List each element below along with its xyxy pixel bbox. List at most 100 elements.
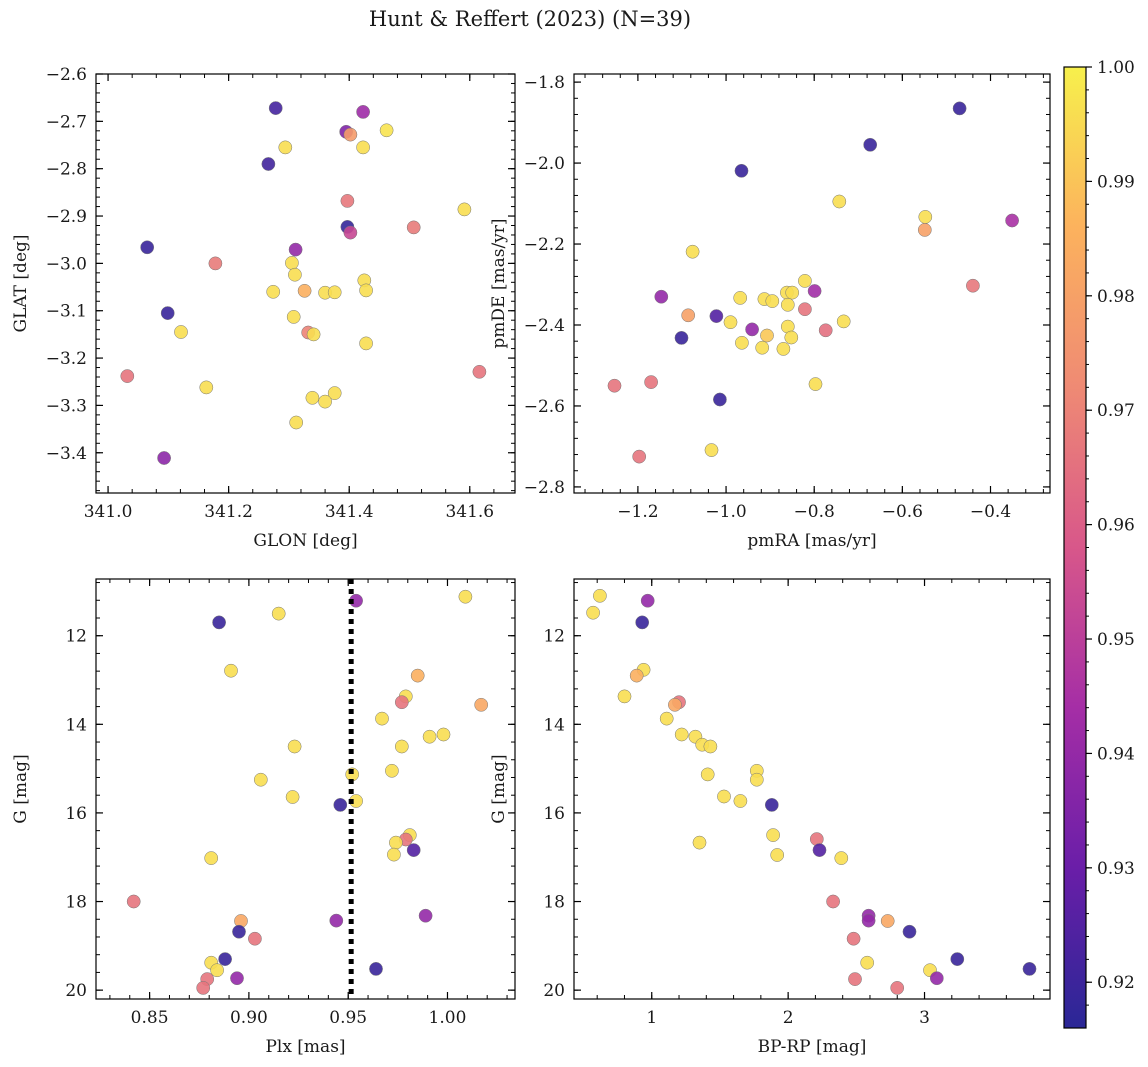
sky-point-37 — [157, 451, 171, 465]
plx-y-tick-label: 14 — [65, 715, 87, 735]
pm-point-22 — [723, 315, 738, 330]
cmd-point-2 — [586, 605, 600, 620]
pm-point-17 — [780, 297, 795, 312]
pm-point-33 — [808, 377, 823, 391]
pm-point-36 — [704, 443, 719, 457]
cmd-point-6 — [617, 689, 632, 704]
plx-x-tick-label: 0.90 — [230, 1008, 268, 1028]
cmd-point-19 — [764, 798, 779, 812]
cmd-point-23 — [812, 843, 827, 857]
colorbar-tick-label: 0.92 — [1097, 973, 1135, 993]
pm-point-29 — [735, 335, 749, 350]
colorbar-tick-label: 0.97 — [1097, 401, 1135, 421]
pm-point-9 — [966, 278, 980, 293]
pm-point-3 — [832, 194, 847, 209]
cmd-x-tick-label: 1 — [646, 1008, 657, 1028]
sky-point-30 — [120, 369, 135, 383]
plx-y-tick-label: 12 — [65, 627, 87, 647]
plx-points — [126, 589, 489, 995]
cmd-point-22 — [692, 835, 707, 850]
sky-point-34 — [305, 390, 320, 405]
pm-plot-frame — [573, 73, 1051, 494]
cmd-point-3 — [635, 615, 650, 630]
pm-point-25 — [818, 323, 833, 338]
sky-x-tick-label: 341.0 — [84, 502, 133, 522]
plx-plot-frame — [95, 578, 516, 1000]
plx-point-13 — [394, 739, 409, 754]
sky-y-tick-label: −3.1 — [46, 302, 87, 322]
cmd-plot-frame — [573, 578, 1051, 1000]
pm-y-tick-label: −1.8 — [524, 73, 565, 93]
sky-y-tick-label: −2.8 — [46, 160, 87, 180]
pm-point-24 — [745, 322, 759, 337]
sky-point-29 — [359, 336, 373, 351]
colorbar-tick-label: 0.99 — [1097, 172, 1135, 192]
plx-point-2 — [271, 606, 286, 621]
pm-x-tick-label: −1.0 — [705, 502, 746, 522]
panel-plx: 0.85 0.90 0.95 1.00 12 14 16 18 20 Plx [mas] G [… — [11, 578, 516, 1057]
pm-point-35 — [713, 392, 727, 407]
sky-y-tick-label: −2.6 — [46, 65, 87, 85]
sky-y-tick-label: −3.2 — [46, 349, 87, 369]
plx-point-28 — [329, 913, 344, 928]
plx-point-11 — [422, 729, 437, 744]
pm-point-4 — [918, 210, 933, 224]
plx-point-23 — [406, 843, 421, 857]
plx-point-36 — [230, 971, 244, 986]
sky-point-24 — [160, 306, 175, 320]
sky-point-20 — [297, 283, 312, 298]
pm-point-12 — [807, 284, 822, 298]
sky-point-8 — [340, 194, 355, 208]
cmd-point-15 — [700, 767, 715, 782]
sky-point-13 — [140, 240, 155, 255]
cmd-point-17 — [717, 789, 731, 804]
pm-point-31 — [776, 342, 791, 356]
colorbar-gradient — [1063, 66, 1087, 1029]
sky-point-28 — [306, 327, 321, 342]
plx-y-tick-label: 16 — [65, 804, 87, 824]
sky-x-tick-label: 341.6 — [445, 502, 494, 522]
pm-y-tick-label: −2.6 — [524, 397, 565, 417]
pm-point-11 — [785, 285, 800, 300]
pm-point-6 — [917, 223, 932, 237]
plx-y-tick-label: 18 — [65, 893, 87, 913]
plx-point-26 — [126, 894, 141, 909]
plx-point-5 — [410, 668, 425, 683]
sky-y-tick-label: −3.3 — [46, 396, 87, 416]
plx-point-14 — [385, 763, 399, 778]
sky-point-19 — [266, 284, 281, 299]
plx-ticks: 0.85 0.90 0.95 1.00 12 14 16 18 20 — [65, 579, 515, 1028]
sky-point-15 — [208, 256, 223, 271]
plx-point-22 — [389, 835, 403, 850]
cmd-point-37 — [848, 972, 862, 986]
cmd-point-13 — [703, 739, 718, 754]
cmd-point-5 — [629, 668, 644, 683]
cmd-y-tick-label: 18 — [543, 893, 565, 913]
pm-point-16 — [765, 294, 780, 308]
plx-point-3 — [212, 615, 226, 630]
figure-title: Hunt & Reffert (2023) (N=39) — [369, 7, 691, 31]
cmd-y-tick-label: 14 — [543, 715, 565, 735]
pm-point-21 — [836, 314, 851, 329]
colorbar-tick-label: 0.98 — [1097, 287, 1135, 307]
cmd-point-31 — [846, 931, 861, 946]
cmd-point-1 — [640, 593, 655, 608]
pm-x-tick-label: −0.6 — [882, 502, 923, 522]
cmd-point-29 — [880, 914, 895, 928]
cmd-point-20 — [766, 828, 780, 842]
pm-point-27 — [784, 330, 799, 345]
sky-point-7 — [261, 157, 276, 171]
sky-point-0 — [268, 101, 283, 115]
colorbar-tick-label: 0.95 — [1097, 630, 1135, 650]
cmd-point-18 — [733, 794, 748, 808]
pm-point-32 — [644, 375, 658, 389]
panel-pm: −1.2 −1.0 −0.8 −0.6 −0.4 −2.8 −2.6 −2.4 −2.2 −2.0… — [489, 73, 1051, 551]
cmd-x-tick-label: 2 — [783, 1008, 794, 1028]
cmd-y-tick-label: 16 — [543, 804, 565, 824]
sky-point-9 — [457, 202, 472, 217]
sky-point-36 — [289, 415, 304, 430]
cmd-point-25 — [834, 851, 849, 865]
sky-point-1 — [356, 105, 370, 119]
